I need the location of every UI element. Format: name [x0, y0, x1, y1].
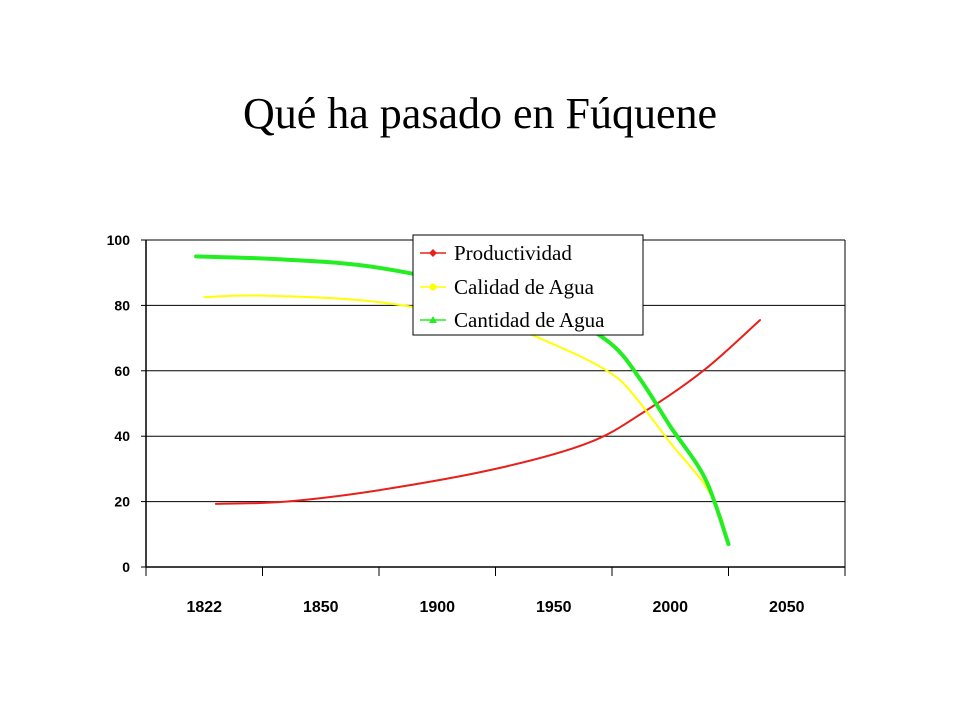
- legend-box: [412, 234, 644, 336]
- legend-marker-calidad-de-agua: [429, 283, 437, 291]
- x-tick-label: 2050: [769, 599, 805, 616]
- legend-item-productividad: Productividad: [420, 241, 572, 265]
- x-tick-label: 1900: [419, 599, 455, 616]
- y-tick-label: 100: [107, 232, 131, 248]
- y-axis-ticks: 0 20 40 60 80 100: [107, 232, 146, 575]
- legend-marker-productividad: [429, 249, 437, 257]
- y-tick-label: 20: [114, 494, 130, 510]
- x-tick-label: 1822: [186, 599, 222, 616]
- y-tick-label: 40: [114, 428, 130, 444]
- y-tick-label: 80: [114, 297, 130, 313]
- x-tick-label: 2000: [652, 599, 688, 616]
- legend-label-calidad-de-agua: Calidad de Agua: [454, 275, 595, 299]
- series-line-productividad: [214, 319, 761, 505]
- legend-item-calidad-de-agua: Calidad de Agua: [420, 275, 595, 299]
- legend-label-cantidad-de-agua: Cantidad de Agua: [454, 308, 605, 332]
- series-line-calidad-de-agua: [203, 294, 724, 523]
- x-axis-ticks: 1822 1850 1900 1950 2000 2050: [145, 567, 846, 616]
- y-tick-label: 0: [122, 559, 130, 575]
- legend-item-cantidad-de-agua: Cantidad de Agua: [420, 308, 605, 332]
- legend: Productividad Calidad de Agua Cantidad d…: [412, 234, 644, 336]
- legend-label-productividad: Productividad: [454, 241, 572, 265]
- x-tick-label: 1950: [536, 599, 572, 616]
- y-tick-label: 60: [114, 363, 130, 379]
- legend-marker-cantidad-de-agua: [429, 316, 437, 323]
- slide-title: Qué ha pasado en Fúquene: [242, 89, 718, 138]
- x-tick-label: 1850: [303, 599, 339, 616]
